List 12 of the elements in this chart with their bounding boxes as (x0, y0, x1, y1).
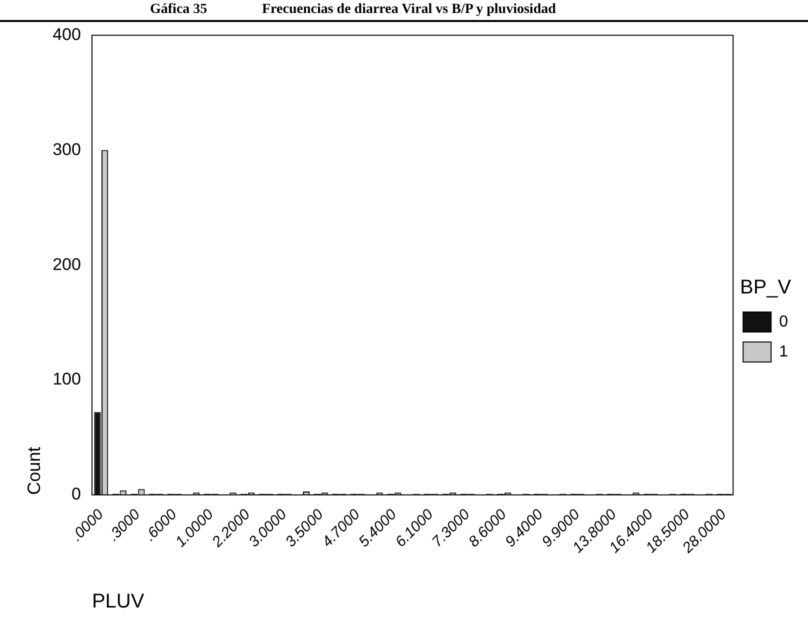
y-axis-title: Count (24, 446, 44, 495)
legend-label: 1 (779, 343, 788, 360)
legend-title: BP_V (740, 276, 792, 299)
chart-title: Frecuencias de diarrea Viral vs B/P y pluviosidad (262, 2, 556, 18)
x-axis-title: PLUV (92, 590, 145, 613)
y-tick-label: 100 (52, 370, 81, 389)
y-tick-label: 200 (52, 254, 81, 274)
y-tick-label: 400 (52, 24, 81, 44)
legend-label: 0 (779, 313, 788, 330)
y-tick-label: 300 (52, 140, 81, 159)
y-tick-label: 0 (71, 484, 81, 504)
text: Gáfica 35 (150, 2, 208, 18)
